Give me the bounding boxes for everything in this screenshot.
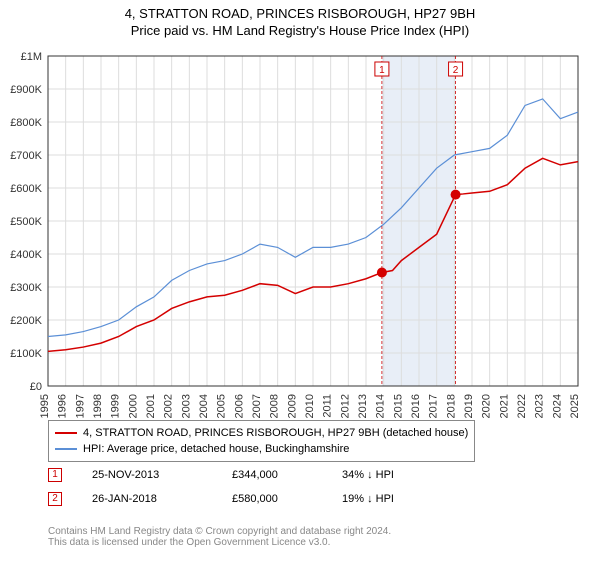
y-tick-label: £900K [10, 84, 42, 96]
x-tick-label: 2021 [498, 394, 510, 418]
y-tick-label: £1M [21, 51, 42, 63]
footer-attribution: Contains HM Land Registry data © Crown c… [48, 526, 391, 548]
transaction-date: 26-JAN-2018 [92, 493, 202, 505]
transaction-marker-label: 1 [379, 65, 385, 76]
x-tick-label: 2003 [180, 394, 192, 418]
x-tick-label: 2011 [322, 394, 334, 418]
transaction-row: 1 25-NOV-2013 £344,000 34% ↓ HPI [48, 468, 394, 482]
x-tick-label: 2004 [198, 394, 210, 418]
transaction-row: 2 26-JAN-2018 £580,000 19% ↓ HPI [48, 492, 394, 506]
transaction-date: 25-NOV-2013 [92, 469, 202, 481]
y-tick-label: £600K [10, 183, 42, 195]
legend-label: 4, STRATTON ROAD, PRINCES RISBOROUGH, HP… [83, 427, 468, 439]
x-tick-label: 2008 [269, 394, 281, 418]
legend-item: 4, STRATTON ROAD, PRINCES RISBOROUGH, HP… [55, 425, 468, 441]
x-tick-label: 2014 [375, 394, 387, 418]
transaction-diff: 34% ↓ HPI [342, 469, 394, 481]
x-tick-label: 1999 [110, 394, 122, 418]
y-tick-label: £800K [10, 117, 42, 129]
y-tick-label: £100K [10, 348, 42, 360]
y-tick-label: £500K [10, 216, 42, 228]
transaction-marker-dot [451, 190, 461, 200]
x-tick-label: 2023 [534, 394, 546, 418]
footer-line: Contains HM Land Registry data © Crown c… [48, 526, 391, 537]
x-tick-label: 2010 [304, 394, 316, 418]
transaction-diff: 19% ↓ HPI [342, 493, 394, 505]
y-tick-label: £700K [10, 150, 42, 162]
x-tick-label: 2002 [163, 394, 175, 418]
legend-box: 4, STRATTON ROAD, PRINCES RISBOROUGH, HP… [48, 420, 475, 462]
legend-label: HPI: Average price, detached house, Buck… [83, 443, 349, 455]
x-tick-label: 1995 [39, 394, 51, 418]
x-tick-label: 2009 [286, 394, 298, 418]
x-tick-label: 2015 [392, 394, 404, 418]
legend-swatch [55, 432, 77, 434]
legend-swatch [55, 448, 77, 450]
y-tick-label: £400K [10, 249, 42, 261]
x-tick-label: 1998 [92, 394, 104, 418]
x-tick-label: 2019 [463, 394, 475, 418]
x-tick-label: 2016 [410, 394, 422, 418]
footer-line: This data is licensed under the Open Gov… [48, 537, 391, 548]
x-tick-label: 2000 [127, 394, 139, 418]
x-tick-label: 2005 [216, 394, 228, 418]
x-tick-label: 2013 [357, 394, 369, 418]
x-tick-label: 2017 [428, 394, 440, 418]
x-tick-label: 2001 [145, 394, 157, 418]
y-tick-label: £200K [10, 315, 42, 327]
transaction-marker-label: 2 [453, 65, 459, 76]
x-tick-label: 1996 [57, 394, 69, 418]
x-tick-label: 2006 [233, 394, 245, 418]
transaction-marker-dot [377, 267, 387, 277]
x-tick-label: 2020 [481, 394, 493, 418]
transaction-row-marker: 1 [48, 468, 62, 482]
transaction-row-marker: 2 [48, 492, 62, 506]
y-tick-label: £300K [10, 282, 42, 294]
x-tick-label: 2025 [569, 394, 581, 418]
chart-container: 4, STRATTON ROAD, PRINCES RISBOROUGH, HP… [0, 6, 600, 566]
x-tick-label: 1997 [74, 394, 86, 418]
transaction-price: £344,000 [232, 469, 312, 481]
x-tick-label: 2024 [551, 394, 563, 418]
y-tick-label: £0 [30, 381, 42, 393]
x-tick-label: 2022 [516, 394, 528, 418]
legend-item: HPI: Average price, detached house, Buck… [55, 441, 468, 457]
x-tick-label: 2012 [339, 394, 351, 418]
x-tick-label: 2007 [251, 394, 263, 418]
line-chart: £0 £100K £200K £300K £400K £500K £600K £700K £80… [0, 6, 600, 422]
x-tick-label: 2018 [445, 394, 457, 418]
transaction-price: £580,000 [232, 493, 312, 505]
